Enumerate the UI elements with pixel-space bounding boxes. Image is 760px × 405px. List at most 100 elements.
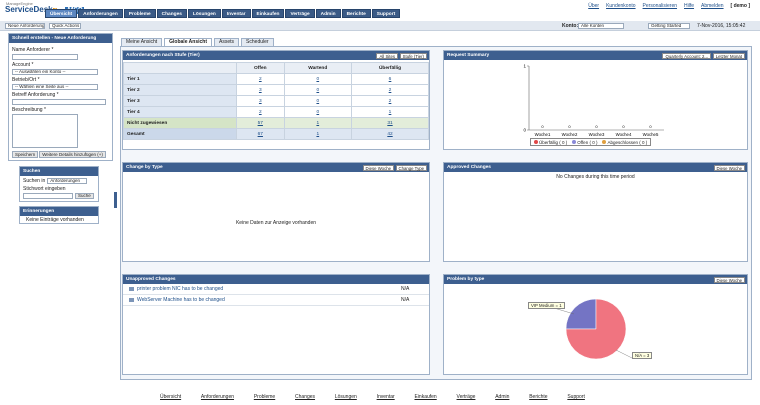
change-icon	[129, 298, 134, 302]
summary-chart: 0 1 0 Woche1 0 Woche2 0 Woche3 0 Woche4 0 Woche5	[523, 64, 664, 137]
footer-link[interactable]: Changes	[295, 394, 316, 400]
cell-value[interactable]: 42	[351, 128, 429, 140]
footer-link[interactable]: Inventar	[376, 394, 395, 400]
change-title[interactable]: printer problem NIC has to be changed	[137, 286, 224, 292]
widget-filter[interactable]: Diese Woche	[362, 164, 394, 171]
cell-value[interactable]: 1	[351, 106, 429, 118]
reminders-empty: Keine Einträge vorhanden	[26, 217, 84, 223]
top-link[interactable]: Kundenkonto	[606, 3, 636, 9]
top-link[interactable]: Über	[588, 3, 600, 9]
nav-tab[interactable]: Übersicht	[45, 9, 78, 18]
row-label: Nicht zugewiesen	[123, 117, 237, 129]
cell-value[interactable]: 2	[351, 95, 429, 107]
widget-filter[interactable]: Stufe (Tier)	[399, 52, 427, 59]
label-leader	[553, 307, 575, 315]
site-select[interactable]: -- Wählen eine Seite aus --	[12, 84, 98, 90]
legend-label: Überfällig ( 0 )	[539, 139, 568, 145]
footer-link[interactable]: Probleme	[253, 394, 276, 400]
top-link[interactable]: Hilfe	[684, 3, 695, 9]
widget-body: No Changes during this time period	[444, 172, 747, 261]
table-row: Nicht zugewiesen 57 1 31	[123, 117, 429, 129]
user-name[interactable]: [ demo ]	[730, 3, 750, 9]
account-select[interactable]: Alle Konten	[578, 23, 624, 29]
nav-tab[interactable]: Berichte	[341, 9, 371, 18]
widget-header: Request Summary Letzter Monat Quarterly Ac…	[444, 51, 747, 60]
cell-value[interactable]: 1	[283, 128, 353, 140]
search-in-select[interactable]: Anforderungen	[47, 178, 88, 184]
cell-value[interactable]: 67	[236, 128, 285, 140]
column-header: Überfällig	[351, 62, 429, 74]
pie-label: VIP Medium = 1	[528, 302, 565, 309]
nav-tab[interactable]: Support	[371, 9, 401, 18]
account-select[interactable]: -- Auswählen ein Konto --	[12, 69, 98, 75]
nav-tab[interactable]: Verträge	[285, 9, 315, 18]
legend-item[interactable]: Abgeschlossen ( 0 )	[602, 140, 647, 145]
view-tab[interactable]: Scheduler	[241, 38, 274, 46]
cell-value[interactable]: 2	[236, 73, 285, 85]
widget-filter[interactable]: Change Type	[395, 164, 427, 171]
cell-value[interactable]: 2	[351, 84, 429, 96]
footer-link[interactable]: Berichte	[529, 394, 548, 400]
field-label: Name Anforderer *	[12, 47, 54, 53]
cell-value[interactable]: 57	[236, 117, 285, 129]
cell-value[interactable]: 3	[236, 95, 285, 107]
brand-small: ManageEngine	[6, 1, 33, 6]
nav-tab[interactable]: Admin	[315, 9, 341, 18]
widget-filter[interactable]: Diese Woche	[713, 164, 745, 171]
cell-value[interactable]: 0	[283, 95, 353, 107]
cell-value[interactable]: 0	[283, 84, 353, 96]
footer-link[interactable]: Übersicht	[160, 394, 182, 400]
cell-value[interactable]: 1	[283, 117, 353, 129]
nav-tab[interactable]: Changes	[156, 9, 187, 18]
description-textarea[interactable]	[12, 114, 78, 148]
change-title[interactable]: WebServer Machine has to be changed	[137, 297, 225, 303]
form-buttons: Speichern Weitere Details hinzufügen (+)	[12, 151, 109, 158]
view-tab[interactable]: Assets	[214, 38, 240, 46]
column-header: Wartend	[283, 62, 353, 74]
footer-link[interactable]: Einkaufen	[414, 394, 437, 400]
footer-link[interactable]: Support	[567, 394, 585, 400]
nav-tab[interactable]: Probleme	[123, 9, 156, 18]
x-tick-label: Woche3	[589, 132, 605, 137]
row-label: Tier 2	[123, 84, 237, 96]
widget-filter[interactable]: Diese Woche	[713, 276, 745, 283]
view-tab[interactable]: Globale Ansicht	[164, 38, 213, 46]
cell-value[interactable]: 0	[283, 106, 353, 118]
toolbar	[0, 21, 760, 31]
cell-value[interactable]: 2	[236, 106, 285, 118]
search-button[interactable]: Suche	[75, 193, 94, 199]
more-details-button[interactable]: Weitere Details hinzufügen (+)	[39, 151, 106, 158]
getting-started-button[interactable]: Getting Started	[648, 23, 690, 29]
legend: Überfällig ( 0 ) Offen ( 0 ) Abgeschlossen…	[530, 138, 652, 146]
top-link[interactable]: Abmelden	[701, 3, 724, 9]
widget-filter[interactable]: All Sites	[376, 52, 398, 59]
nav-tab[interactable]: Anforderungen	[78, 9, 123, 18]
footer-link[interactable]: Admin	[495, 394, 510, 400]
change-row: printer problem NIC has to be changed N/A	[123, 284, 429, 295]
nav-tab[interactable]: Lösungen	[187, 9, 221, 18]
widget-body: printer problem NIC has to be changed N/A…	[123, 284, 429, 374]
cell-value[interactable]: 3	[236, 84, 285, 96]
footer-link[interactable]: Verträge	[456, 394, 476, 400]
cell-value[interactable]: 6	[351, 73, 429, 85]
nav-tab[interactable]: Inventar	[221, 9, 251, 18]
new-request-button[interactable]: Neue Anforderung	[5, 23, 45, 29]
save-button[interactable]: Speichern	[12, 151, 39, 158]
top-link[interactable]: Personalisieren	[642, 3, 678, 9]
subject-input[interactable]	[12, 99, 106, 105]
nav-tab[interactable]: Einkaufen	[251, 9, 285, 18]
footer-link[interactable]: Lösungen	[334, 394, 357, 400]
requester-input[interactable]	[12, 54, 78, 60]
widget-filter[interactable]: Letzter Monat	[712, 52, 745, 59]
view-tab[interactable]: Meine Ansicht	[121, 38, 163, 46]
legend-item[interactable]: Offen ( 0 )	[572, 140, 597, 145]
panel-header: Suchen	[20, 167, 98, 176]
cell-value[interactable]: 31	[351, 117, 429, 129]
sidebar-toggle[interactable]	[114, 192, 117, 208]
keyword-input[interactable]	[23, 193, 73, 199]
widget-filter[interactable]: Quarterly Account: 2...	[662, 52, 711, 59]
legend-item[interactable]: Überfällig ( 0 )	[534, 140, 567, 145]
cell-value[interactable]: 0	[283, 73, 353, 85]
quick-actions-button[interactable]: Quick Actions	[49, 23, 81, 29]
footer-link[interactable]: Anforderungen	[200, 394, 235, 400]
